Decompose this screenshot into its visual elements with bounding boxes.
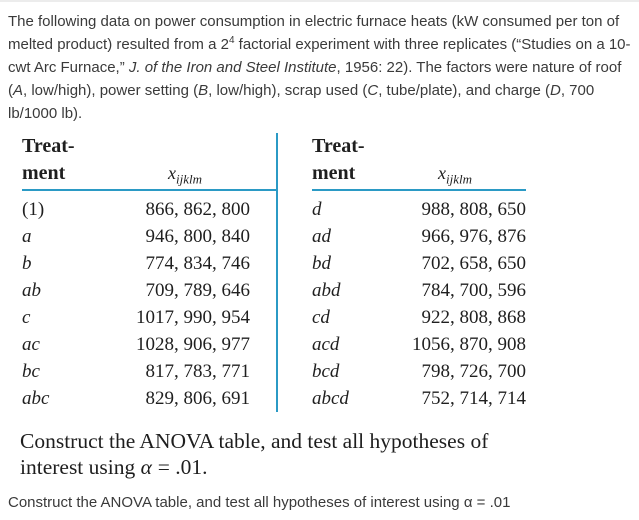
text-segment: lb/1000 lb). — [8, 105, 83, 122]
x-subscript: ijklm — [176, 171, 202, 187]
table-body-right: d 988, 808, 650 ad 966, 976, 876 bd 702, 658,… — [312, 191, 526, 412]
table-left-half: Treat- ment xijklm (1) 866, 862, 800 a 946,… — [22, 133, 278, 412]
text-segment: factorial experiment with three replicat… — [234, 36, 631, 53]
treatment-label: (1) — [22, 199, 45, 220]
header-rule-right — [312, 189, 526, 191]
problem-statement-text: The following data on power consumption … — [8, 10, 636, 125]
table-header-left: Treat- ment xijklm — [22, 133, 276, 187]
replicate-values: 784, 700, 596 — [421, 280, 527, 301]
text-segment: C — [367, 82, 379, 99]
treatment-label: cd — [312, 307, 330, 328]
text-segment: D — [549, 82, 561, 99]
replicate-values: 966, 976, 876 — [421, 226, 527, 247]
replicate-values: 798, 726, 700 — [421, 361, 527, 382]
x-variable: x — [168, 163, 176, 183]
text-segment: α — [140, 455, 153, 479]
xijklm-column-header: xijklm — [384, 160, 526, 187]
text-segment: = .01. — [152, 455, 208, 479]
treatment-data-table: Treat- ment xijklm (1) 866, 862, 800 a 946,… — [22, 133, 631, 412]
table-row: acd 1056, 870, 908 — [312, 331, 526, 358]
replicate-values: 702, 658, 650 — [421, 253, 527, 274]
replicate-values: 1028, 906, 977 — [136, 334, 250, 355]
replicate-values: 752, 714, 714 — [421, 388, 527, 409]
treatment-label: d — [312, 199, 322, 220]
treatment-label: abcd — [312, 388, 349, 409]
replicate-values: 866, 862, 800 — [145, 199, 251, 220]
text-segment: The following data on power consumption … — [8, 13, 620, 30]
table-row: bd 702, 658, 650 — [312, 250, 526, 277]
table-row: abc 829, 806, 691 — [22, 385, 276, 412]
text-segment: cwt Arc Furnace,” — [8, 59, 129, 76]
text-segment: , low/high), scrap used ( — [208, 82, 368, 99]
treatment-label: bc — [22, 361, 40, 382]
treatment-label: b — [22, 253, 32, 274]
treatment-label: bcd — [312, 361, 340, 382]
table-row: a 946, 800, 840 — [22, 223, 276, 250]
treatment-label: abc — [22, 388, 50, 409]
x-subscript: ijklm — [446, 171, 472, 187]
table-right-half: Treat- ment xijklm d 988, 808, 650 ad 966, … — [278, 133, 558, 412]
header-rule-left — [22, 189, 276, 191]
xijklm-column-header: xijklm — [94, 160, 276, 187]
treatment-label: ac — [22, 334, 40, 355]
text-segment: , 1956: 22). The factors were nature of … — [336, 59, 622, 76]
text-segment: 4 — [228, 35, 235, 46]
table-row: b 774, 834, 746 — [22, 250, 276, 277]
treatment-header-line2: ment — [22, 162, 66, 184]
treatment-label: c — [22, 307, 31, 328]
treatment-label: abd — [312, 280, 341, 301]
replicate-values: 829, 806, 691 — [145, 388, 251, 409]
text-segment: J. of the Iron and Steel Institute — [128, 59, 337, 76]
table-row: bc 817, 783, 771 — [22, 358, 276, 385]
problem-question-sans: Construct the ANOVA table, and test all … — [8, 494, 511, 511]
replicate-values: 946, 800, 840 — [145, 226, 251, 247]
x-variable: x — [438, 163, 446, 183]
table-row: ac 1028, 906, 977 — [22, 331, 276, 358]
table-row: d 988, 808, 650 — [312, 196, 526, 223]
table-row: ab 709, 789, 646 — [22, 277, 276, 304]
text-segment: B — [198, 82, 209, 99]
table-row: bcd 798, 726, 700 — [312, 358, 526, 385]
table-row: (1) 866, 862, 800 — [22, 196, 276, 223]
table-row: c 1017, 990, 954 — [22, 304, 276, 331]
replicate-values: 1056, 870, 908 — [412, 334, 526, 355]
treatment-label: bd — [312, 253, 331, 274]
table-row: ad 966, 976, 876 — [312, 223, 526, 250]
text-segment: , 700 — [560, 82, 595, 99]
text-segment: ( — [8, 82, 13, 99]
text-segment: interest using — [20, 455, 141, 479]
treatment-column-header: Treat- ment — [22, 133, 94, 187]
text-segment: A — [13, 82, 24, 99]
treatment-header-line1: Treat- — [22, 135, 75, 157]
table-body-left: (1) 866, 862, 800 a 946, 800, 840 b 774, 834,… — [22, 191, 276, 412]
treatment-label: a — [22, 226, 32, 247]
problem-question-serif: Construct the ANOVA table, and test all … — [20, 428, 631, 480]
replicate-values: 817, 783, 771 — [145, 361, 251, 382]
replicate-values: 774, 834, 746 — [145, 253, 251, 274]
replicate-values: 1017, 990, 954 — [136, 307, 250, 328]
text-segment: , tube/plate), and charge ( — [378, 82, 550, 99]
replicate-values: 709, 789, 646 — [145, 280, 251, 301]
table-row: abcd 752, 714, 714 — [312, 385, 526, 412]
text-segment: melted product) resulted from a 2 — [8, 36, 229, 53]
treatment-header-line1: Treat- — [312, 135, 365, 157]
treatment-column-header: Treat- ment — [312, 133, 384, 187]
treatment-header-line2: ment — [312, 162, 356, 184]
treatment-label: ad — [312, 226, 331, 247]
replicate-values: 988, 808, 650 — [421, 199, 527, 220]
treatment-label: ab — [22, 280, 41, 301]
table-row: cd 922, 808, 868 — [312, 304, 526, 331]
table-row: abd 784, 700, 596 — [312, 277, 526, 304]
table-header-right: Treat- ment xijklm — [312, 133, 526, 187]
text-segment: Construct the ANOVA table, and test all … — [20, 429, 489, 453]
text-segment: , low/high), power setting ( — [23, 82, 199, 99]
replicate-values: 922, 808, 868 — [421, 307, 527, 328]
treatment-label: acd — [312, 334, 340, 355]
